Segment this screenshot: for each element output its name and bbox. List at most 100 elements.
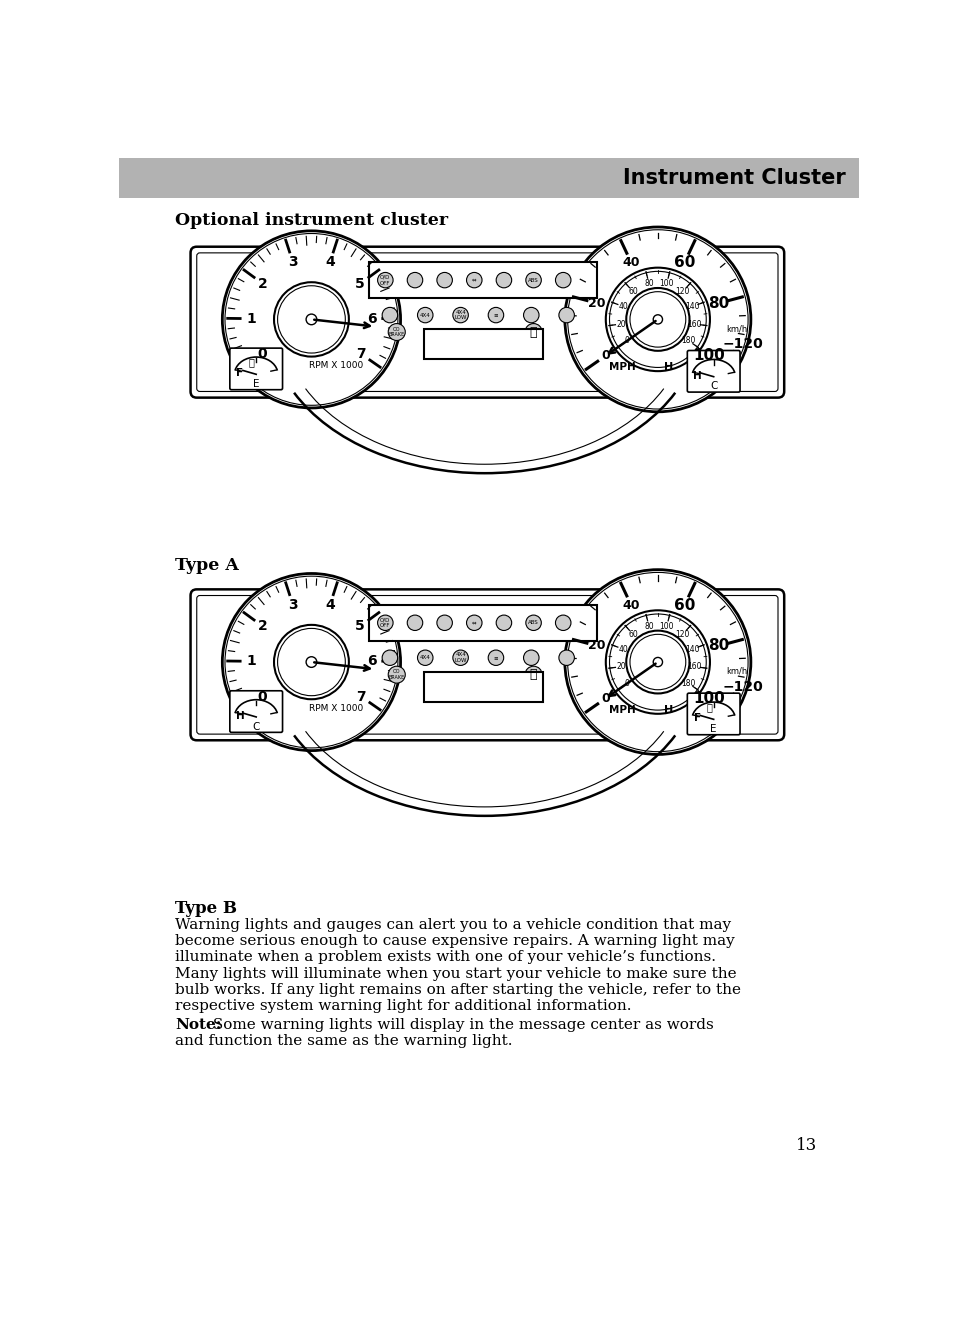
- Text: 2: 2: [257, 619, 267, 633]
- Circle shape: [453, 650, 468, 666]
- Circle shape: [653, 315, 661, 324]
- Circle shape: [496, 273, 511, 287]
- Text: E: E: [710, 724, 716, 734]
- Text: ⚹: ⚹: [529, 326, 537, 339]
- Circle shape: [564, 227, 750, 411]
- Bar: [424, 330, 542, 358]
- Circle shape: [453, 307, 468, 323]
- Text: 20: 20: [587, 639, 605, 652]
- Text: 60: 60: [628, 287, 638, 297]
- Text: C: C: [253, 722, 259, 731]
- Text: 40: 40: [618, 645, 627, 654]
- Circle shape: [605, 268, 709, 372]
- Circle shape: [306, 656, 316, 667]
- Text: 120: 120: [675, 630, 689, 639]
- Text: 100: 100: [659, 622, 674, 631]
- Circle shape: [274, 625, 349, 700]
- Text: −120: −120: [722, 337, 763, 352]
- Text: 40: 40: [618, 302, 627, 311]
- Circle shape: [407, 273, 422, 287]
- Circle shape: [377, 273, 393, 287]
- Text: ⛽: ⛽: [249, 357, 254, 368]
- Text: 4X4: 4X4: [419, 655, 430, 660]
- Circle shape: [306, 314, 316, 324]
- Text: MPH: MPH: [609, 362, 636, 373]
- Text: C: C: [709, 381, 717, 391]
- Text: 20: 20: [616, 319, 625, 328]
- Circle shape: [564, 569, 750, 754]
- Text: 140: 140: [685, 645, 700, 654]
- Text: 1: 1: [246, 311, 255, 326]
- Text: ⇔: ⇔: [472, 621, 476, 625]
- Text: 0: 0: [256, 689, 266, 704]
- FancyBboxPatch shape: [191, 246, 783, 398]
- Text: MPH: MPH: [609, 705, 636, 716]
- Circle shape: [653, 658, 661, 667]
- Text: 60: 60: [673, 254, 695, 270]
- Text: 100: 100: [659, 279, 674, 289]
- Circle shape: [524, 666, 541, 683]
- Text: ≡: ≡: [493, 312, 497, 318]
- Bar: [369, 605, 597, 641]
- Circle shape: [555, 616, 570, 630]
- Text: 6: 6: [367, 654, 376, 668]
- Text: ⚹: ⚹: [529, 668, 537, 681]
- Bar: [424, 672, 542, 701]
- Text: 40: 40: [621, 256, 639, 269]
- Circle shape: [488, 307, 503, 323]
- Text: 60: 60: [628, 630, 638, 639]
- Text: F: F: [236, 368, 243, 378]
- FancyBboxPatch shape: [230, 691, 282, 733]
- Text: OO
BRAKE: OO BRAKE: [388, 670, 404, 680]
- Text: H: H: [692, 370, 701, 381]
- Text: 2: 2: [257, 277, 267, 291]
- Circle shape: [625, 630, 689, 693]
- Circle shape: [488, 650, 503, 666]
- Text: 160: 160: [687, 319, 701, 328]
- Text: RPM X 1000: RPM X 1000: [309, 704, 363, 713]
- Circle shape: [417, 307, 433, 323]
- Text: H: H: [235, 710, 244, 721]
- Circle shape: [466, 616, 481, 630]
- Text: 100: 100: [693, 348, 725, 362]
- Circle shape: [377, 616, 393, 630]
- Text: become serious enough to cause expensive repairs. A warning light may: become serious enough to cause expensive…: [174, 934, 734, 949]
- Text: Warning lights and gauges can alert you to a vehicle condition that may: Warning lights and gauges can alert you …: [174, 919, 730, 932]
- Circle shape: [436, 616, 452, 630]
- Text: Type B: Type B: [174, 900, 236, 917]
- Text: Some warning lights will display in the message center as words: Some warning lights will display in the …: [208, 1019, 713, 1032]
- Circle shape: [523, 650, 538, 666]
- Circle shape: [524, 323, 541, 340]
- Text: 4X4
LOW: 4X4 LOW: [454, 310, 466, 320]
- Circle shape: [388, 666, 405, 683]
- Text: 20: 20: [587, 297, 605, 310]
- Circle shape: [222, 231, 400, 409]
- Text: 4X4: 4X4: [419, 312, 430, 318]
- Bar: [369, 262, 597, 298]
- Text: km/h: km/h: [725, 667, 746, 676]
- Text: 5: 5: [355, 619, 365, 633]
- Text: Instrument Cluster: Instrument Cluster: [623, 169, 845, 188]
- Text: 0: 0: [256, 347, 266, 361]
- FancyBboxPatch shape: [686, 693, 740, 734]
- Circle shape: [525, 273, 540, 287]
- Text: RPM X 1000: RPM X 1000: [309, 361, 363, 370]
- Circle shape: [222, 573, 400, 750]
- Circle shape: [605, 610, 709, 714]
- Text: 180: 180: [680, 679, 695, 688]
- Text: OO
BRAKE: OO BRAKE: [388, 327, 404, 337]
- Text: ABS: ABS: [528, 621, 538, 625]
- Circle shape: [496, 616, 511, 630]
- Text: and function the same as the warning light.: and function the same as the warning lig…: [174, 1035, 512, 1048]
- Text: ⛽: ⛽: [705, 702, 712, 713]
- Text: 3: 3: [288, 598, 297, 612]
- Text: 180: 180: [680, 336, 695, 345]
- FancyBboxPatch shape: [191, 589, 783, 741]
- Circle shape: [466, 273, 481, 287]
- Text: O/D
OFF: O/D OFF: [379, 617, 390, 629]
- Text: 5: 5: [355, 277, 365, 291]
- Circle shape: [388, 323, 405, 340]
- Text: Optional instrument cluster: Optional instrument cluster: [174, 212, 448, 229]
- Text: H: H: [663, 362, 673, 373]
- Circle shape: [525, 616, 540, 630]
